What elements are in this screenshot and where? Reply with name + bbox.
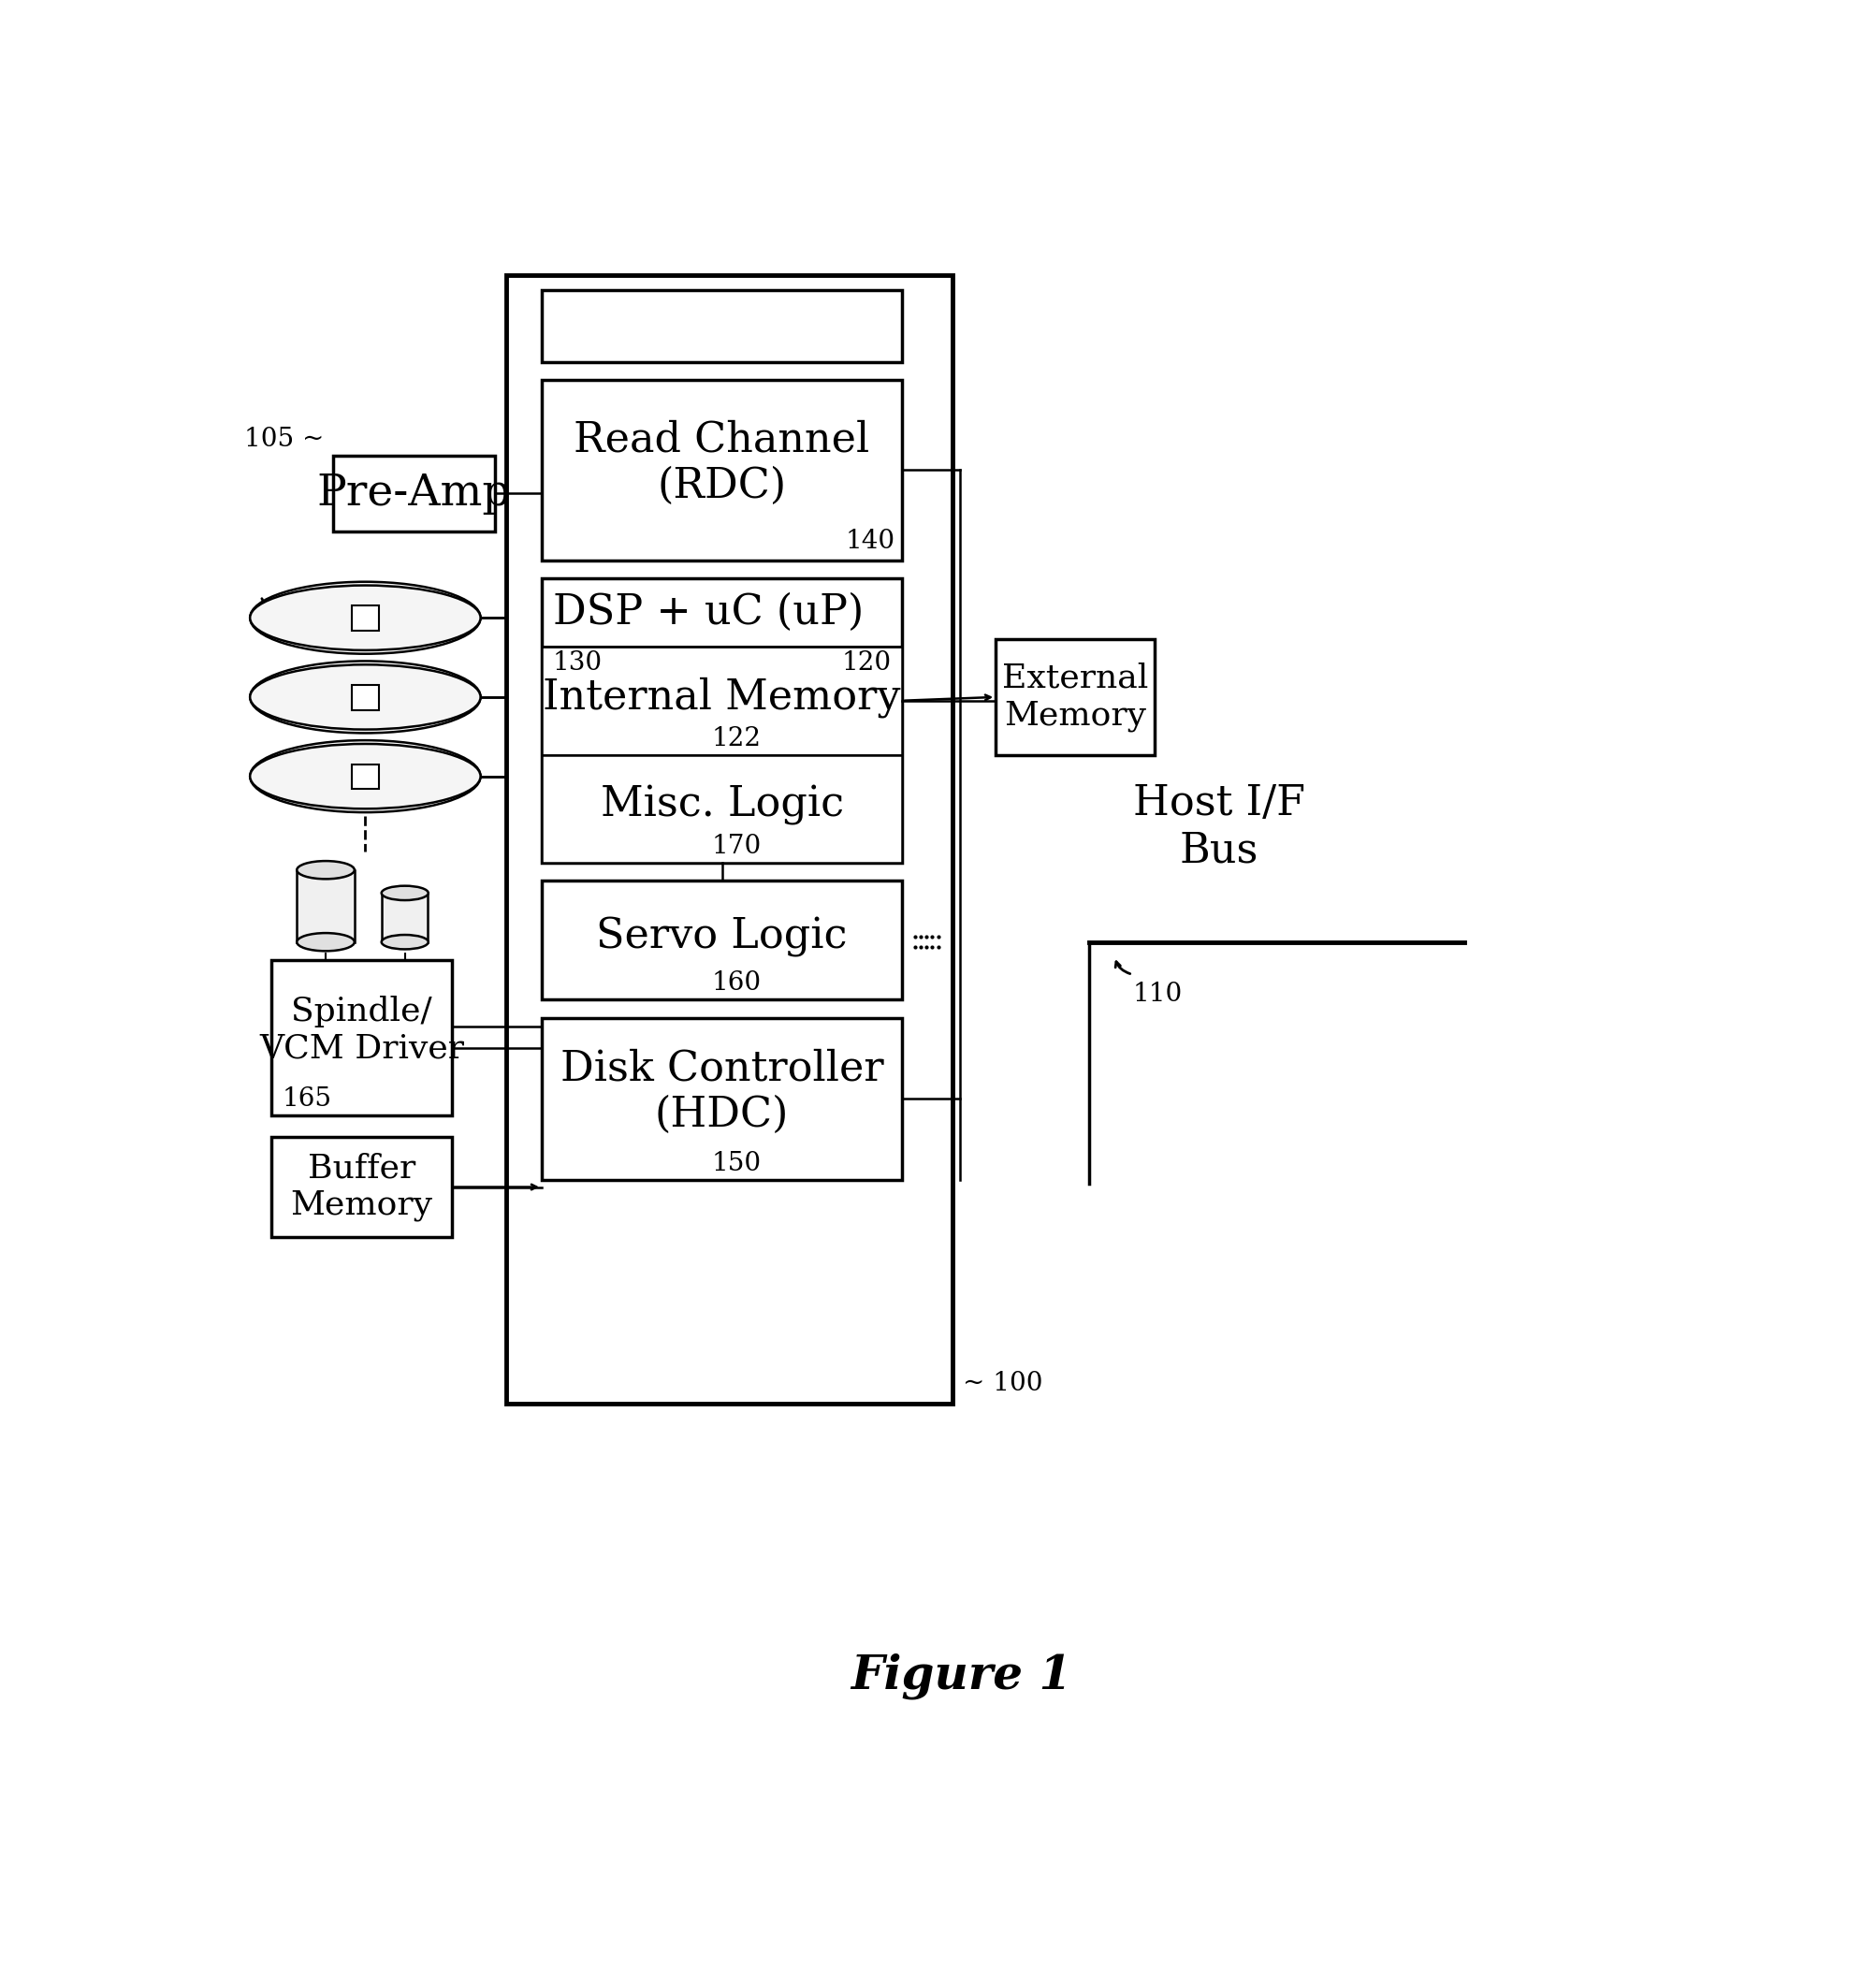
Bar xyxy=(542,379,902,560)
Ellipse shape xyxy=(296,934,355,952)
Bar xyxy=(542,289,902,362)
Bar xyxy=(507,275,953,1404)
Bar xyxy=(351,684,379,710)
Text: Host I/F
Bus: Host I/F Bus xyxy=(1133,782,1306,871)
Text: 150: 150 xyxy=(711,1150,762,1176)
Ellipse shape xyxy=(296,861,355,879)
Bar xyxy=(542,647,902,755)
Ellipse shape xyxy=(250,582,480,655)
Bar xyxy=(351,765,379,788)
Text: External
Memory: External Memory xyxy=(1002,663,1148,731)
Text: Disk Controller
(HDC): Disk Controller (HDC) xyxy=(561,1048,884,1134)
Text: 165: 165 xyxy=(283,1085,332,1111)
Bar xyxy=(542,1018,902,1180)
Bar xyxy=(542,578,902,863)
Text: Read Channel
(RDC): Read Channel (RDC) xyxy=(574,419,870,507)
Text: DSP + uC (uP): DSP + uC (uP) xyxy=(553,592,863,633)
Bar xyxy=(542,755,902,863)
Bar xyxy=(383,893,428,942)
Bar xyxy=(351,606,379,631)
Text: Buffer
Memory: Buffer Memory xyxy=(291,1152,433,1221)
Text: Pre-Amp: Pre-Amp xyxy=(317,472,510,515)
Text: ~ 100: ~ 100 xyxy=(962,1370,1043,1396)
Ellipse shape xyxy=(250,665,480,729)
Bar xyxy=(272,1136,452,1237)
Ellipse shape xyxy=(250,586,480,651)
Text: 160: 160 xyxy=(711,971,762,997)
Text: 105 ~: 105 ~ xyxy=(244,427,325,452)
Ellipse shape xyxy=(381,934,428,950)
Text: Internal Memory: Internal Memory xyxy=(542,676,900,718)
Ellipse shape xyxy=(381,887,428,900)
Text: 122: 122 xyxy=(711,725,762,751)
Ellipse shape xyxy=(250,741,480,812)
Text: 110: 110 xyxy=(1133,981,1182,1007)
Bar xyxy=(296,871,355,942)
Bar xyxy=(272,959,452,1115)
Text: 140: 140 xyxy=(844,529,895,554)
Bar xyxy=(542,881,902,999)
Text: 170: 170 xyxy=(711,834,762,859)
Text: 190: 190 xyxy=(261,606,311,631)
Bar xyxy=(332,456,495,531)
Text: Figure 1: Figure 1 xyxy=(852,1653,1071,1699)
Text: 120: 120 xyxy=(842,651,891,676)
Text: 130: 130 xyxy=(553,651,602,676)
Ellipse shape xyxy=(250,661,480,733)
Ellipse shape xyxy=(250,743,480,808)
Text: Spindle/
VCM Driver: Spindle/ VCM Driver xyxy=(259,997,463,1066)
Text: Servo Logic: Servo Logic xyxy=(597,916,848,957)
Text: Misc. Logic: Misc. Logic xyxy=(600,784,844,826)
Bar xyxy=(996,639,1154,755)
